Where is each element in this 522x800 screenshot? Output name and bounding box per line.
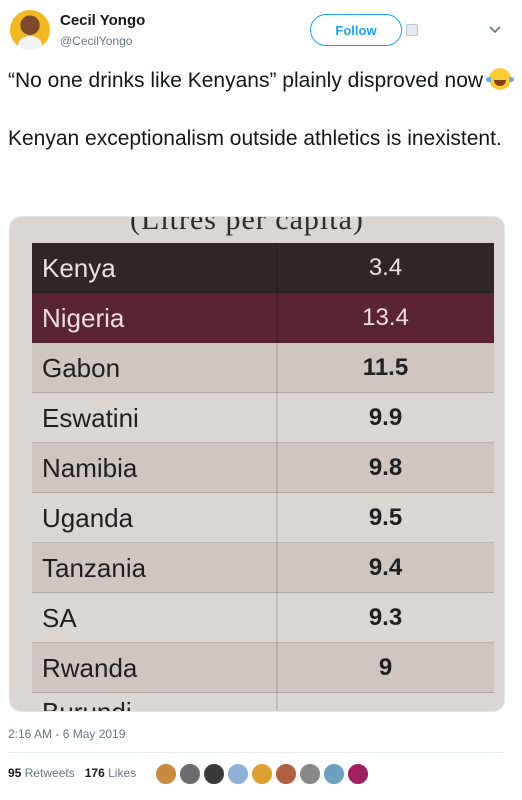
table-row: Namibia 9.8 [32, 443, 494, 493]
liker-avatar[interactable] [323, 763, 345, 785]
country-cell: Kenya [42, 252, 116, 283]
cut-off-row: Burundi [42, 697, 132, 712]
laughing-emoji-icon [485, 68, 514, 90]
value-cell: 9.5 [368, 504, 403, 531]
tweet-line-2: Kenyan exceptionalism outside athletics … [8, 127, 502, 150]
likes-stat[interactable]: 176 Likes [84, 766, 137, 780]
table-row: Gabon 11.5 [32, 343, 494, 393]
country-cell: Tanzania [42, 552, 147, 583]
follow-button[interactable]: Follow [310, 14, 402, 46]
chevron-down-icon[interactable] [487, 21, 503, 37]
engagement-stats: 95 Retweets 176 Likes [8, 766, 136, 780]
table-row: Rwanda 9 [32, 643, 494, 693]
user-name[interactable]: Cecil Yongo [60, 12, 146, 29]
avatar[interactable] [10, 10, 50, 50]
follow-indicator-icon [406, 24, 418, 36]
country-cell: Eswatini [42, 402, 139, 433]
tweet-text: “No one drinks like Kenyans” plainly dis… [8, 66, 514, 153]
table-row: Eswatini 9.9 [32, 393, 494, 443]
liker-avatar[interactable] [227, 763, 249, 785]
value-cell: 9.8 [368, 454, 403, 481]
table-row: Nigeria 13.4 [32, 293, 494, 343]
photo-table: Kenya 3.4 Nigeria 13.4 Gabon 11.5 Eswatini 9.9 N… [32, 243, 494, 693]
tweet-photo[interactable]: (Litres per capita) Kenya 3.4 Nigeria 13.4 G… [9, 216, 505, 712]
tweet-header: Cecil Yongo @CecilYongo Follow [0, 0, 522, 62]
column-divider [276, 243, 278, 711]
country-cell: Gabon [42, 352, 121, 383]
liker-avatar[interactable] [347, 763, 369, 785]
liker-avatar[interactable] [155, 763, 177, 785]
liker-avatar[interactable] [203, 763, 225, 785]
value-cell: 9.3 [368, 604, 403, 631]
country-cell: Namibia [42, 452, 138, 483]
country-cell: SA [42, 602, 77, 633]
value-cell: 9.4 [368, 554, 403, 581]
table-row: Tanzania 9.4 [32, 543, 494, 593]
retweets-stat[interactable]: 95 Retweets [8, 766, 75, 780]
value-cell: 3.4 [368, 254, 403, 281]
table-row: Kenya 3.4 [32, 243, 494, 293]
photo-caption: (Litres per capita) [130, 216, 364, 236]
value-cell: 13.4 [362, 304, 409, 331]
value-cell: 9.9 [368, 404, 403, 431]
timestamp[interactable]: 2:16 AM - 6 May 2019 [8, 727, 126, 741]
country-cell: Uganda [42, 502, 134, 533]
country-cell: Nigeria [42, 302, 125, 333]
liker-avatar[interactable] [275, 763, 297, 785]
table-row: Uganda 9.5 [32, 493, 494, 543]
country-cell: Rwanda [42, 652, 138, 683]
liker-avatar[interactable] [251, 763, 273, 785]
value-cell: 11.5 [362, 354, 409, 381]
liker-avatars [155, 763, 369, 785]
liker-avatar[interactable] [299, 763, 321, 785]
value-cell: 9 [378, 654, 393, 681]
table-row: SA 9.3 [32, 593, 494, 643]
divider [8, 752, 504, 753]
user-handle[interactable]: @CecilYongo [60, 34, 133, 48]
tweet-line-1: “No one drinks like Kenyans” plainly dis… [8, 66, 514, 95]
liker-avatar[interactable] [179, 763, 201, 785]
